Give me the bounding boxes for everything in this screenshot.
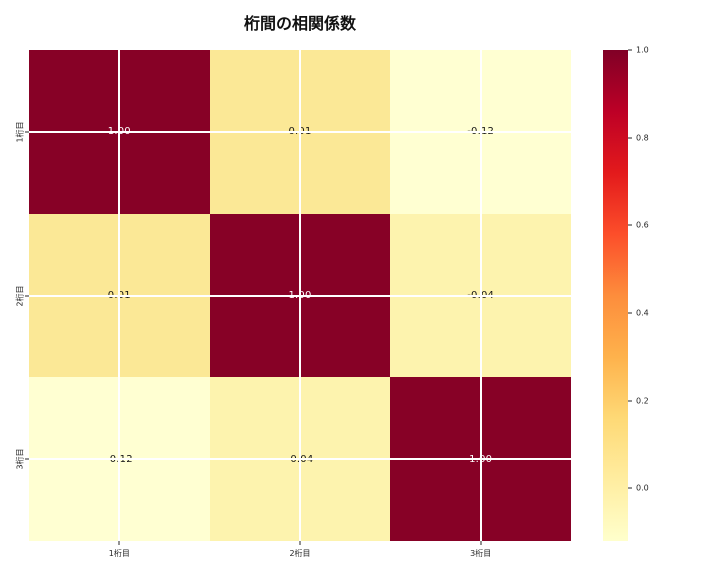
heatmap-cell: 0.01 [209,50,391,214]
cell-value: -0.04 [467,289,495,301]
colorbar-tick-label: 0.0 [636,483,649,493]
colorbar-tick-label: 0.2 [636,396,649,406]
colorbar-tick-mark [628,487,632,489]
y-tick-label: 1桁目 [15,121,25,143]
chart-title: 桁間の相関係数 [243,14,356,33]
heatmap-cell: -0.04 [209,377,391,541]
heatmap-cell: 1.00 [29,50,210,214]
y-tick-label: 2桁目 [15,284,25,307]
heatmap-cell: 1.00 [390,377,571,541]
x-tick-mark [118,541,120,545]
heatmap-cell: -0.12 [390,50,571,214]
heatmap: 1.00 0.01 -0.12 0.01 1.00 -0.04 -0.12 -0.04 1.00 [29,50,571,541]
x-tick-label: 1桁目 [108,549,130,558]
x-tick-mark [480,541,482,545]
cell-value: 1.00 [469,453,493,465]
colorbar-tick-mark [628,400,632,402]
colorbar-tick-label: 0.6 [636,220,649,230]
y-tick-mark [25,295,29,296]
heatmap-cell: 1.00 [209,213,391,378]
heatmap-grid: 1.00 0.01 -0.12 0.01 1.00 -0.04 -0.12 -0.04 1.00 [29,50,571,541]
cell-value: 1.00 [288,289,312,301]
colorbar-tick-mark [628,137,632,139]
cell-value: -0.12 [105,453,133,465]
colorbar: 1.0 0.8 0.6 0.4 0.2 0.0 [603,46,649,541]
x-tick-label: 3桁目 [470,549,492,558]
cell-value: 0.01 [288,126,312,138]
cell-value: 1.00 [107,126,131,138]
y-tick-mark [25,458,29,460]
heatmap-cell: -0.12 [29,377,210,541]
colorbar-tick-mark [628,224,632,226]
x-tick-mark [299,541,301,545]
cell-value: -0.04 [286,453,314,465]
cell-value: -0.12 [467,126,495,138]
cell-value: 0.01 [107,289,131,301]
colorbar-tick-label: 0.8 [636,133,649,143]
y-tick-label: 3桁目 [15,448,25,470]
x-tick-label: 2桁目 [289,549,311,558]
heatmap-cell: 0.01 [29,213,210,378]
y-tick-mark [25,131,29,133]
colorbar-tick-label: 0.4 [636,308,649,318]
colorbar-tick-mark [628,49,632,51]
x-axis: 1桁目 2桁目 3桁目 [29,541,571,565]
colorbar-tick-mark [628,312,632,314]
heatmap-cell: -0.04 [390,213,571,378]
y-axis: 1桁目 2桁目 3桁目 [0,50,29,541]
colorbar-tick-label: 1.0 [636,45,649,55]
